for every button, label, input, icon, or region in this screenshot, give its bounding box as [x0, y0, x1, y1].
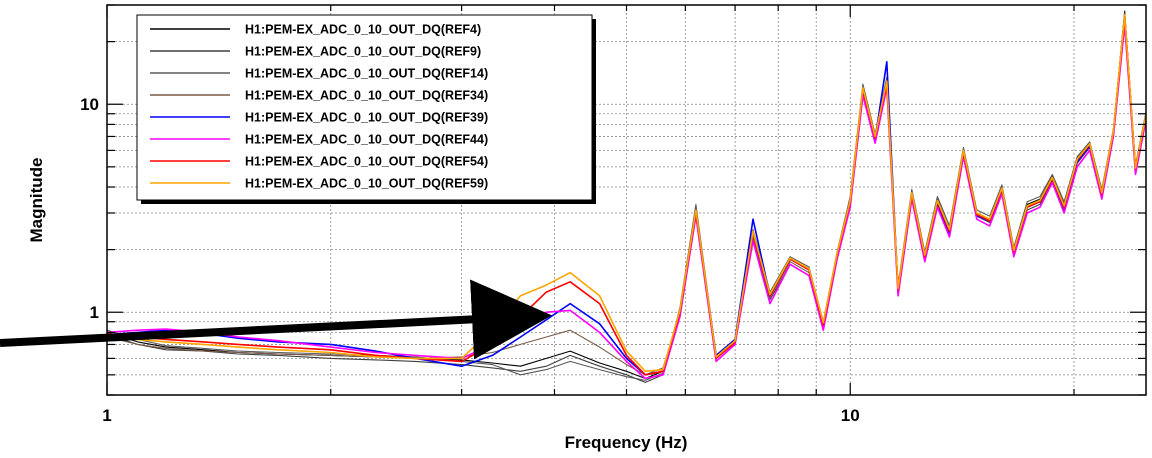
legend-entry: H1:PEM-EX_ADC_0_10_OUT_DQ(REF39) — [150, 111, 488, 125]
legend-entry: H1:PEM-EX_ADC_0_10_OUT_DQ(REF44) — [150, 133, 488, 147]
y-tick-label: 1 — [90, 303, 99, 322]
legend-label: H1:PEM-EX_ADC_0_10_OUT_DQ(REF54) — [245, 155, 488, 169]
legend-label: H1:PEM-EX_ADC_0_10_OUT_DQ(REF4) — [245, 23, 481, 37]
legend-entry: H1:PEM-EX_ADC_0_10_OUT_DQ(REF4) — [150, 23, 481, 37]
tick-labels: 1 10 1 10 — [80, 95, 860, 425]
legend-label: H1:PEM-EX_ADC_0_10_OUT_DQ(REF34) — [245, 89, 488, 103]
legend-entry: H1:PEM-EX_ADC_0_10_OUT_DQ(REF14) — [150, 67, 488, 81]
legend-label: H1:PEM-EX_ADC_0_10_OUT_DQ(REF14) — [245, 67, 488, 81]
x-tick-label: 10 — [841, 406, 860, 425]
legend-label: H1:PEM-EX_ADC_0_10_OUT_DQ(REF39) — [245, 111, 488, 125]
legend: H1:PEM-EX_ADC_0_10_OUT_DQ(REF4) H1:PEM-EX… — [136, 14, 596, 204]
series-line-8 — [107, 14, 1146, 373]
legend-label: H1:PEM-EX_ADC_0_10_OUT_DQ(REF9) — [245, 45, 481, 59]
ticks — [106, 4, 1146, 396]
legend-entry: H1:PEM-EX_ADC_0_10_OUT_DQ(REF59) — [150, 177, 488, 191]
legend-label: H1:PEM-EX_ADC_0_10_OUT_DQ(REF44) — [245, 133, 488, 147]
legend-entry: H1:PEM-EX_ADC_0_10_OUT_DQ(REF9) — [150, 45, 481, 59]
legend-entry: H1:PEM-EX_ADC_0_10_OUT_DQ(REF34) — [150, 89, 488, 103]
legend-entry: H1:PEM-EX_ADC_0_10_OUT_DQ(REF54) — [150, 155, 488, 169]
annotation-arrow — [0, 279, 552, 360]
legend-box — [136, 14, 593, 201]
y-axis-label: Magnitude — [27, 158, 46, 243]
series-line-6 — [107, 24, 1146, 380]
y-tick-label: 10 — [80, 95, 99, 114]
x-axis-label: Frequency (Hz) — [565, 433, 688, 452]
legend-label: H1:PEM-EX_ADC_0_10_OUT_DQ(REF59) — [245, 177, 488, 191]
series-group — [107, 10, 1146, 383]
x-tick-label: 1 — [102, 406, 111, 425]
